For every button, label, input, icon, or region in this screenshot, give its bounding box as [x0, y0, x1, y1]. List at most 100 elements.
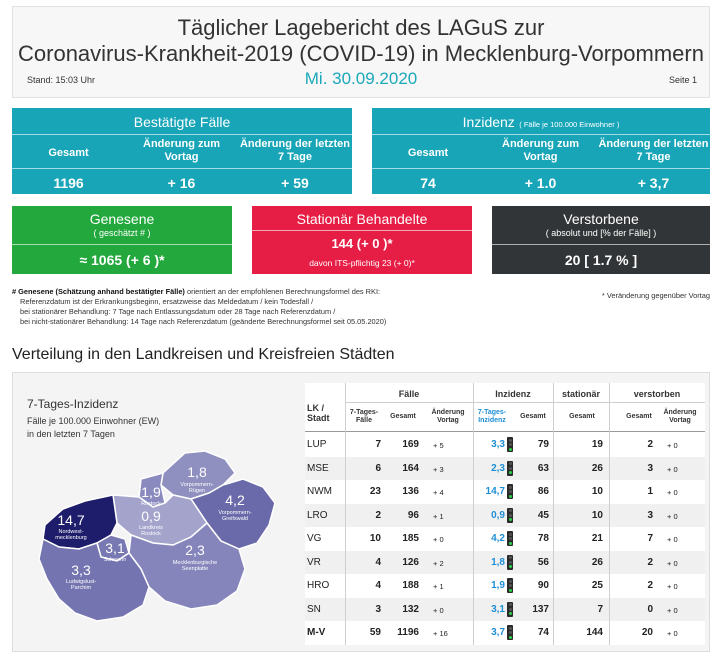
cell-faelle-gesamt: 126 — [402, 556, 419, 568]
hospital-title: Stationär Behandelte — [296, 211, 428, 227]
cell-stationaer: 26 — [591, 462, 603, 474]
cell-verstorben-aend: + 0 — [667, 629, 678, 638]
report-date: Mi. 30.09.2020 — [304, 69, 418, 88]
recovered-value: ≈ 1065 (+ 6 )* — [79, 252, 165, 268]
traffic-light-icon — [507, 507, 513, 523]
report-title-line1: Täglicher Lagebericht des LAGuS zur — [177, 15, 545, 40]
cell-faelle-aend: + 16 — [433, 629, 448, 638]
th-inzidenz-gesamt: Gesamt — [520, 413, 546, 420]
cell-faelle-gesamt: 169 — [402, 439, 419, 450]
traffic-light-icon — [507, 601, 513, 617]
cell-verstorben-aend: + 0 — [667, 488, 678, 497]
table-row: M-V 59 1196 + 16 3,7 74 144 20 + 0 — [305, 621, 705, 644]
th-faelle-aend-2: Vortag — [437, 417, 459, 424]
th-verstorben-gesamt: Gesamt — [626, 413, 652, 420]
th-inzidenz: Inzidenz — [495, 389, 531, 399]
label-vr-value: 1,8 — [187, 464, 207, 480]
region-ludwigslust-parchim — [38, 537, 150, 622]
cell-7t-inzidenz: 3,1 — [491, 603, 505, 615]
section-title: Verteilung in den Landkreisen und Kreisf… — [12, 346, 395, 363]
cell-7t-faelle: 59 — [369, 627, 381, 638]
traffic-light-icon — [507, 554, 513, 570]
report-header: Täglicher Lagebericht des LAGuS zur Coro… — [12, 6, 710, 98]
label-lup-value: 3,3 — [71, 562, 91, 578]
note-line-4: bei nicht-stationärer Behandlung: 14 Tag… — [20, 317, 387, 326]
map-title: 7-Tages-Inzidenz — [27, 397, 119, 411]
th-verstorben-aend: Änderung — [663, 409, 697, 416]
confirmed-col-7d: Änderung der letzten 7 Tage — [239, 138, 350, 163]
incidence-panel: Inzidenz ( Fälle je 100.000 Einwohner ) … — [372, 108, 710, 194]
th-7t-faelle: 7-Tages- — [349, 409, 379, 416]
deceased-title: Verstorbene — [563, 211, 639, 227]
label-mse-value: 2,3 — [185, 542, 205, 558]
cell-verstorben-aend: + 0 — [667, 441, 678, 450]
table-row: LUP 7 169 + 5 3,3 79 19 2 + 0 — [305, 433, 705, 456]
traffic-light-icon — [507, 578, 513, 593]
cell-7t-faelle: 23 — [369, 486, 381, 497]
cell-faelle-gesamt: 164 — [402, 462, 419, 474]
cell-inzidenz-gesamt: 74 — [537, 627, 549, 638]
cell-inzidenz-gesamt: 137 — [532, 603, 549, 615]
cell-faelle-aend: + 5 — [433, 441, 444, 450]
incidence-title-note: ( Fälle je 100.000 Einwohner ) — [519, 120, 620, 129]
cell-lk: VG — [307, 533, 322, 544]
cell-faelle-aend: + 4 — [433, 488, 444, 497]
cell-stationaer: 26 — [591, 556, 603, 568]
deceased-panel: Verstorbene ( absolut und [% der Fälle] … — [492, 206, 710, 274]
cell-verstorben-aend: + 0 — [667, 464, 678, 474]
cell-inzidenz-gesamt: 56 — [537, 556, 549, 568]
th-lk-2: Stadt — [307, 413, 330, 423]
cell-faelle-gesamt: 1196 — [397, 627, 419, 638]
cell-stationaer: 144 — [586, 627, 603, 638]
cell-faelle-aend: + 0 — [433, 605, 444, 615]
cell-7t-faelle: 6 — [375, 462, 381, 474]
cell-verstorben-aend: + 0 — [667, 558, 678, 568]
traffic-light-icon — [507, 460, 513, 476]
th-faelle-aend: Änderung — [431, 409, 465, 416]
th-faelle-gesamt: Gesamt — [390, 413, 416, 420]
label-sn-name1: Schwerin — [104, 557, 127, 563]
deceased-value: 20 [ 1.7 % ] — [564, 252, 638, 268]
cell-verstorben-aend: + 0 — [667, 582, 678, 591]
label-nwm-name2: mecklenburg — [55, 535, 87, 541]
cell-faelle-gesamt: 185 — [402, 533, 419, 544]
cell-stationaer: 7 — [597, 603, 603, 615]
cell-verstorben-gesamt: 2 — [647, 439, 653, 450]
label-mse-name1: Mecklenburgische — [173, 560, 217, 566]
note-recovered-bold: # Genesene (Schätzung anhand bestätigter… — [12, 287, 185, 296]
traffic-light-icon — [507, 625, 513, 640]
confirmed-col-prev: Änderung zum Vortag — [143, 138, 220, 163]
table-row: VR 4 126 + 2 1,8 56 26 2 + 0 — [305, 550, 705, 574]
recovered-subtitle: ( geschätzt # ) — [93, 228, 151, 238]
cell-faelle-gesamt: 188 — [402, 580, 419, 591]
label-nwm-name1: Nordwest- — [58, 529, 83, 535]
cell-faelle-aend: + 1 — [433, 582, 444, 591]
traffic-light-icon — [507, 484, 513, 499]
cell-7t-inzidenz: 1,8 — [491, 556, 505, 568]
note-recovered-rest: orientiert an der empfohlenen Berechnung… — [184, 287, 381, 296]
incidence-prev-value: + 1.0 — [524, 175, 557, 191]
cell-inzidenz-gesamt: 45 — [537, 509, 549, 521]
cell-stationaer: 10 — [591, 486, 603, 497]
cell-faelle-aend: + 3 — [433, 464, 444, 474]
label-nwm-value: 14,7 — [57, 512, 84, 528]
cell-7t-inzidenz: 3,3 — [491, 439, 505, 450]
label-vg-name2: Greifswald — [222, 516, 248, 522]
th-verstorben: verstorben — [633, 389, 681, 399]
confirmed-prev-value: + 16 — [167, 175, 196, 191]
cell-lk: VR — [307, 556, 321, 568]
cell-verstorben-aend: + 0 — [667, 535, 678, 544]
cell-faelle-gesamt: 132 — [402, 603, 419, 615]
hospital-its: davon ITS-pflichtig 23 (+ 0)* — [309, 258, 415, 268]
th-verstorben-aend-2: Vortag — [669, 417, 691, 424]
label-hro-name1: Rostock — [141, 501, 161, 507]
cell-stationaer: 19 — [591, 439, 603, 450]
cell-inzidenz-gesamt: 86 — [537, 486, 549, 497]
traffic-light-icon — [507, 531, 513, 546]
recovered-title: Genesene — [89, 211, 155, 227]
cell-verstorben-aend: + 0 — [667, 511, 678, 521]
cell-7t-inzidenz: 3,7 — [491, 627, 505, 638]
map-subtitle-1: Fälle je 100.000 Einwohner (EW) — [27, 416, 160, 426]
cell-verstorben-gesamt: 1 — [647, 486, 653, 497]
note-line-2: Referenzdatum ist der Erkrankungsbeginn,… — [20, 297, 314, 306]
